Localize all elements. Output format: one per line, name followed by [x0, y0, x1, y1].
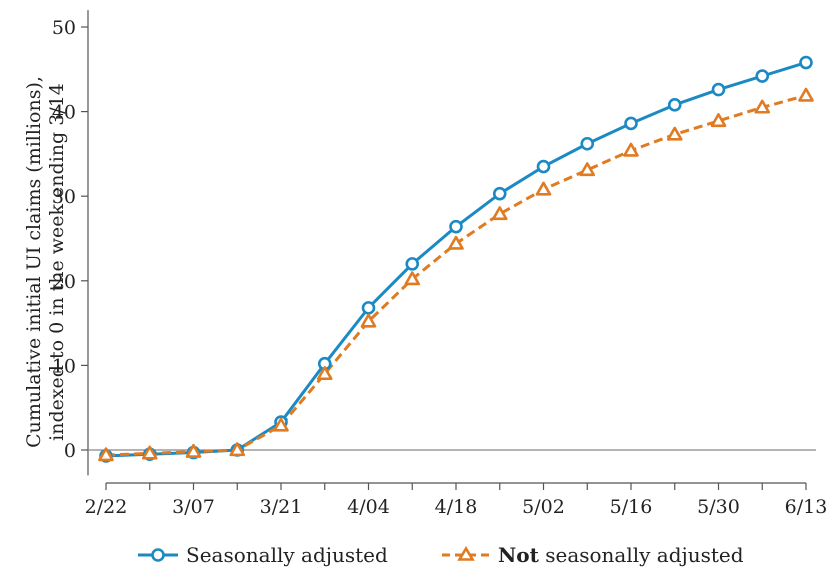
point-seasonally-adjusted-12 [624, 116, 638, 131]
point-not-seasonally-adjusted-11 [579, 162, 596, 177]
point-not-seasonally-adjusted-2 [185, 443, 202, 458]
point-not-seasonally-adjusted-6 [360, 313, 377, 328]
point-not-seasonally-adjusted-9 [491, 206, 508, 221]
y-axis-label-line1: Cumulative initial UI claims (millions), [23, 76, 45, 448]
point-seasonally-adjusted-10 [536, 159, 551, 174]
plot-area [88, 55, 816, 463]
point-not-seasonally-adjusted-1 [141, 445, 158, 460]
axes: 0 10 20 30 40 50 2/22 3/07 3/21 4/04 4/18 5/02 5/16 5… [52, 10, 828, 518]
point-seasonally-adjusted-11 [580, 136, 595, 151]
y-tick-label-20: 20 [52, 271, 76, 293]
legend-swatch-marker-not-seasonally-adjusted [457, 545, 475, 561]
legend: Seasonally adjusted Not seasonally adjus… [138, 543, 744, 567]
legend-item-seasonally-adjusted: Seasonally adjusted [138, 543, 388, 567]
point-not-seasonally-adjusted-3 [229, 442, 246, 457]
point-seasonally-adjusted-9 [492, 186, 507, 201]
y-tick-label-40: 40 [52, 102, 76, 124]
point-seasonally-adjusted-13 [667, 98, 682, 112]
point-not-seasonally-adjusted-5 [316, 366, 333, 381]
point-not-seasonally-adjusted-0 [98, 447, 114, 462]
point-not-seasonally-adjusted-10 [535, 181, 552, 196]
point-seasonally-adjusted-14 [711, 82, 726, 97]
point-not-seasonally-adjusted-8 [448, 235, 464, 250]
x-tick-label-4-04: 4/04 [347, 496, 390, 518]
y-tick-label-30: 30 [52, 186, 76, 208]
point-not-seasonally-adjusted-15 [754, 99, 771, 114]
x-tick-label-4-18: 4/18 [435, 496, 478, 518]
x-tick-label-2-22: 2/22 [85, 496, 128, 518]
x-tick-label-5-02: 5/02 [522, 496, 565, 518]
point-not-seasonally-adjusted-7 [404, 271, 421, 286]
series-line-not-seasonally-adjusted [105, 94, 807, 457]
point-not-seasonally-adjusted-16 [798, 87, 814, 102]
point-seasonally-adjusted-8 [449, 219, 463, 234]
y-tick-label-50: 50 [52, 17, 76, 39]
x-tick-label-5-30: 5/30 [697, 496, 740, 518]
point-seasonally-adjusted-15 [755, 69, 770, 83]
legend-label-seasonally-adjusted: Seasonally adjusted [186, 543, 388, 567]
x-tick-label-5-16: 5/16 [610, 496, 653, 518]
point-seasonally-adjusted-16 [799, 55, 813, 70]
legend-label-not-seasonally-adjusted: Not seasonally adjusted [498, 543, 744, 567]
point-not-seasonally-adjusted-14 [710, 113, 727, 128]
legend-label-not-rest: seasonally adjusted [539, 543, 744, 567]
legend-swatch-marker-seasonally-adjusted [151, 548, 165, 562]
point-not-seasonally-adjusted-4 [273, 417, 289, 432]
x-tick-label-3-07: 3/07 [172, 496, 215, 518]
y-axis-label-line2: indexed to 0 in the week ending 3/14 [46, 83, 68, 441]
x-tick-label-3-21: 3/21 [260, 496, 303, 518]
point-seasonally-adjusted-6 [361, 301, 376, 315]
legend-label-not-bold: Not [498, 543, 540, 567]
point-not-seasonally-adjusted-12 [623, 142, 639, 157]
point-not-seasonally-adjusted-13 [666, 126, 683, 141]
series-line-seasonally-adjusted [105, 61, 807, 458]
y-axis-label: Cumulative initial UI claims (millions),… [23, 76, 68, 448]
point-seasonally-adjusted-7 [405, 257, 420, 271]
legend-item-not-seasonally-adjusted: Not seasonally adjusted [442, 543, 744, 567]
y-tick-label-10: 10 [52, 355, 76, 377]
y-tick-label-0: 0 [64, 440, 76, 462]
x-tick-label-6-13: 6/13 [785, 496, 828, 518]
